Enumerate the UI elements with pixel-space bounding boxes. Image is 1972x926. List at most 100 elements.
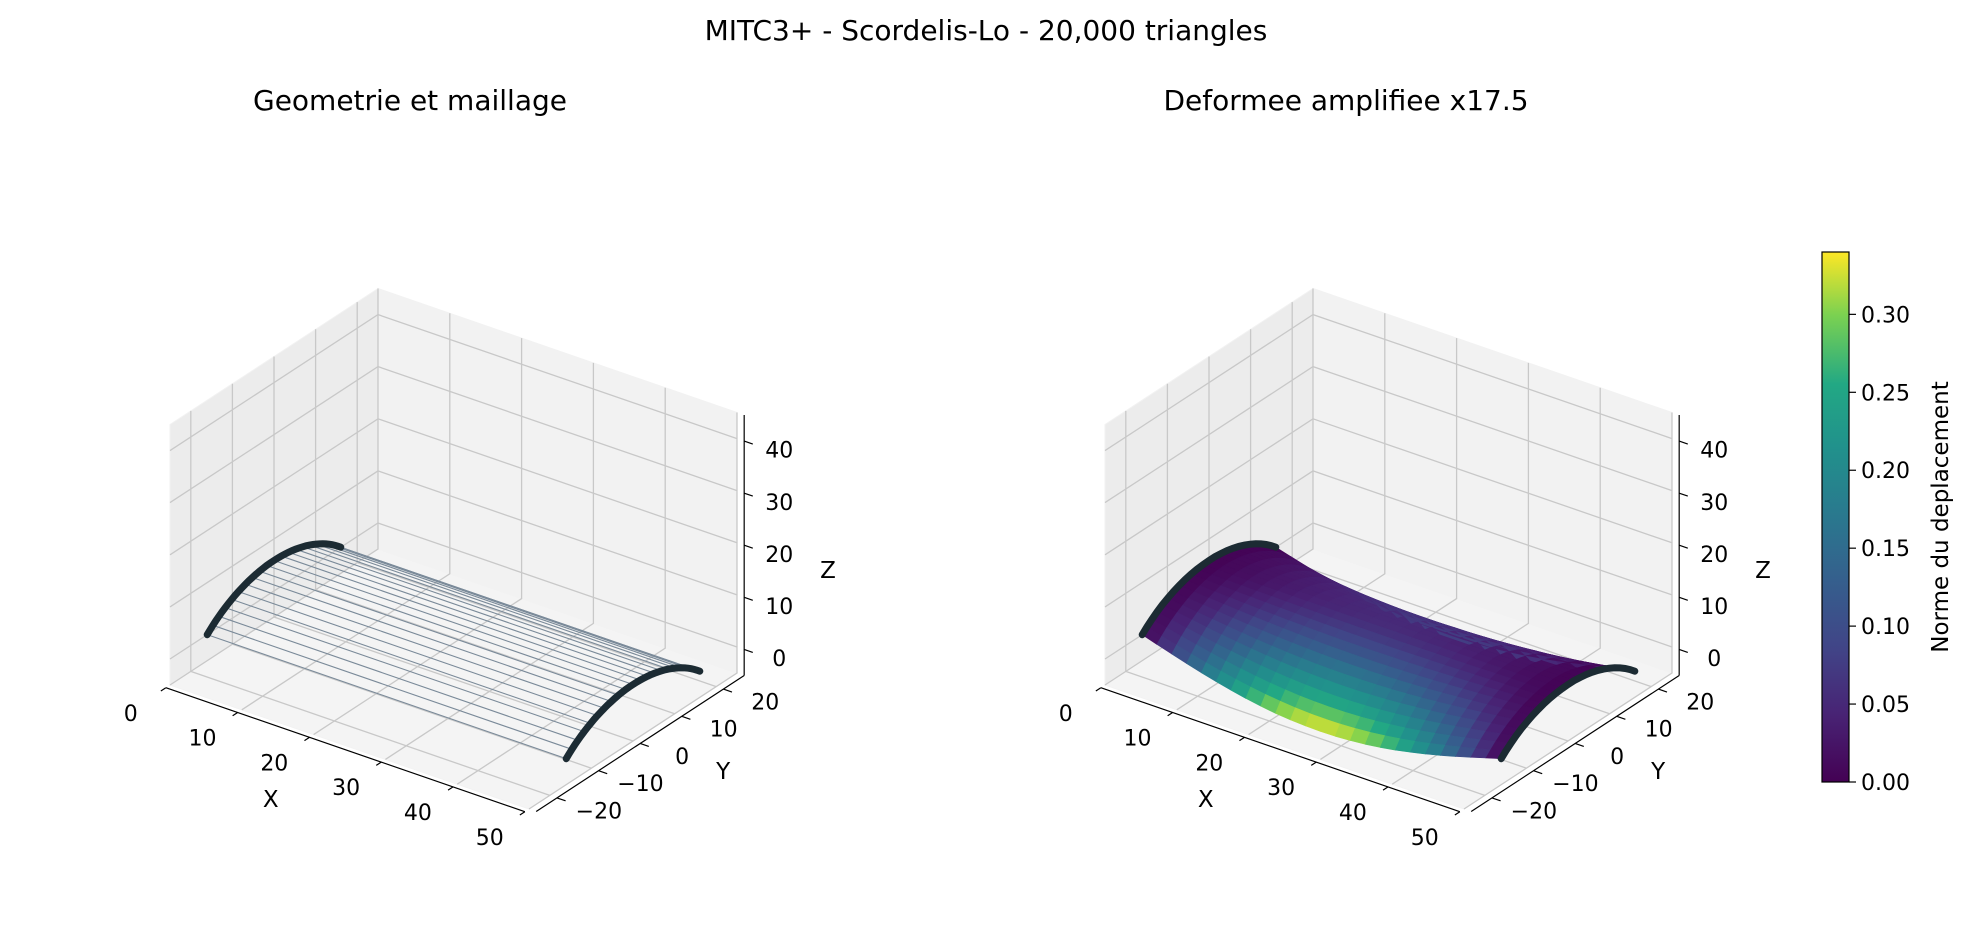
- mesh-line: [252, 576, 612, 702]
- colorbar-tick-label: 0.20: [1861, 459, 1910, 484]
- y-tick: [1616, 715, 1626, 720]
- x-tick: [447, 786, 454, 791]
- colorbar-tick-label: 0.30: [1861, 303, 1910, 328]
- mesh-line: [309, 544, 669, 670]
- x-tick-label: 50: [1411, 826, 1439, 851]
- gridline-z: [1104, 418, 1673, 556]
- x-tick-label: 40: [1339, 801, 1367, 826]
- y-tick: [1533, 770, 1543, 775]
- y-tick: [1658, 688, 1668, 693]
- y-tick: [723, 688, 733, 693]
- x-tick-label: 30: [332, 776, 360, 801]
- colorbar-label: Norme du deplacement: [1928, 381, 1954, 652]
- mesh-line: [322, 543, 683, 669]
- x-tick: [1310, 761, 1317, 766]
- x-tick-label: 10: [1124, 727, 1152, 752]
- mesh-line: [266, 565, 626, 691]
- mesh-line: [273, 559, 634, 685]
- y-tick-label: −10: [1552, 772, 1598, 797]
- gridline-z: [169, 418, 738, 556]
- x-tick: [1382, 786, 1389, 791]
- z-tick-label: 30: [765, 491, 793, 516]
- end-arc-x0: [1138, 540, 1280, 639]
- x-tick-label: 0: [124, 702, 138, 727]
- gridline-y: [190, 410, 551, 797]
- z-tick-label: 10: [1700, 595, 1728, 620]
- colorbar-tick-label: 0.10: [1861, 615, 1910, 640]
- z-tick-label: 10: [765, 595, 793, 620]
- y-tick-label: −20: [576, 799, 622, 824]
- colorbar-tick-label: 0.25: [1861, 381, 1910, 406]
- mesh-line: [316, 543, 676, 669]
- panel-deformed: Deformee amplifiee x17.5 0 10 20 30 40 50 −20−1…: [1059, 84, 1771, 851]
- x-axis-label: X: [1198, 787, 1214, 813]
- figure-suptitle: MITC3+ - Scordelis-Lo - 20,000 triangles: [705, 14, 1268, 47]
- gridline-z: [169, 313, 738, 452]
- z-tick: [743, 648, 753, 653]
- z-axis-label: Z: [820, 558, 836, 584]
- mesh-line: [328, 543, 689, 669]
- y-tick-label: 0: [675, 745, 689, 770]
- gridline-z: [169, 470, 738, 608]
- z-axis-label: Z: [1755, 558, 1771, 584]
- panel-title: Geometrie et maillage: [253, 84, 567, 117]
- y-tick-label: −20: [1511, 799, 1557, 824]
- x-tick: [304, 736, 310, 742]
- y-tick: [681, 715, 691, 720]
- gridline-x: [169, 288, 379, 686]
- colorbar-tick-label: 0.00: [1861, 771, 1910, 796]
- z-tick: [743, 544, 753, 549]
- z-tick-label: 40: [1700, 439, 1728, 464]
- z-tick-label: 0: [1707, 647, 1721, 672]
- colorbar-tick-label: 0.15: [1861, 537, 1910, 562]
- mesh-line: [206, 634, 567, 760]
- x-tick-label: 50: [476, 826, 504, 851]
- z-tick-label: 40: [765, 439, 793, 464]
- gridline-x: [456, 387, 666, 785]
- gridline-z: [169, 522, 738, 660]
- end-arc-x50: [562, 664, 704, 763]
- x-tick: [1239, 736, 1245, 742]
- mesh-line: [295, 548, 655, 674]
- mesh-line: [212, 624, 573, 750]
- x-tick: [1454, 811, 1461, 816]
- y-tick-label: 20: [751, 690, 779, 715]
- panel-title: Deformee amplifiee x17.5: [1163, 84, 1528, 117]
- y-tick-label: −10: [617, 772, 663, 797]
- gridline-y: [314, 329, 675, 715]
- y-tick: [1574, 742, 1584, 748]
- x-tick-label: 0: [1059, 702, 1073, 727]
- z-tick-label: 30: [1700, 491, 1728, 516]
- y-tick-label: 20: [1686, 690, 1714, 715]
- mesh-line: [259, 570, 619, 696]
- x-axis-line: [165, 687, 526, 813]
- mesh-line: [340, 546, 701, 672]
- mesh-line: [224, 607, 585, 733]
- x-axis-line: [1100, 687, 1461, 813]
- gridline-x: [528, 412, 738, 810]
- x-tick-label: 40: [404, 801, 432, 826]
- colorbar-gradient: [1821, 251, 1850, 783]
- gridline-y: [356, 302, 717, 688]
- gridline-y: [1125, 410, 1486, 797]
- z-tick: [1678, 544, 1688, 549]
- mesh-line: [218, 615, 579, 741]
- y-tick: [639, 742, 649, 748]
- x-tick-label: 20: [1195, 751, 1223, 776]
- gridline-z: [1104, 470, 1673, 608]
- z-tick: [743, 440, 753, 445]
- y-tick: [1491, 797, 1501, 802]
- z-tick: [1678, 596, 1688, 601]
- colorbar: Norme du deplacement 0.00 0.05 0.10 0.15 0.2…: [1821, 251, 1954, 796]
- gridline-x: [385, 362, 595, 760]
- z-tick-label: 20: [765, 543, 793, 568]
- x-axis-label: X: [263, 787, 279, 813]
- gridline-x: [1463, 412, 1673, 810]
- z-tick: [1678, 492, 1688, 497]
- x-tick-label: 20: [260, 751, 288, 776]
- x-tick: [160, 687, 167, 692]
- y-tick-label: 10: [1645, 718, 1673, 743]
- x-tick: [232, 712, 238, 717]
- z-tick: [743, 492, 753, 497]
- gridline-x: [241, 313, 451, 711]
